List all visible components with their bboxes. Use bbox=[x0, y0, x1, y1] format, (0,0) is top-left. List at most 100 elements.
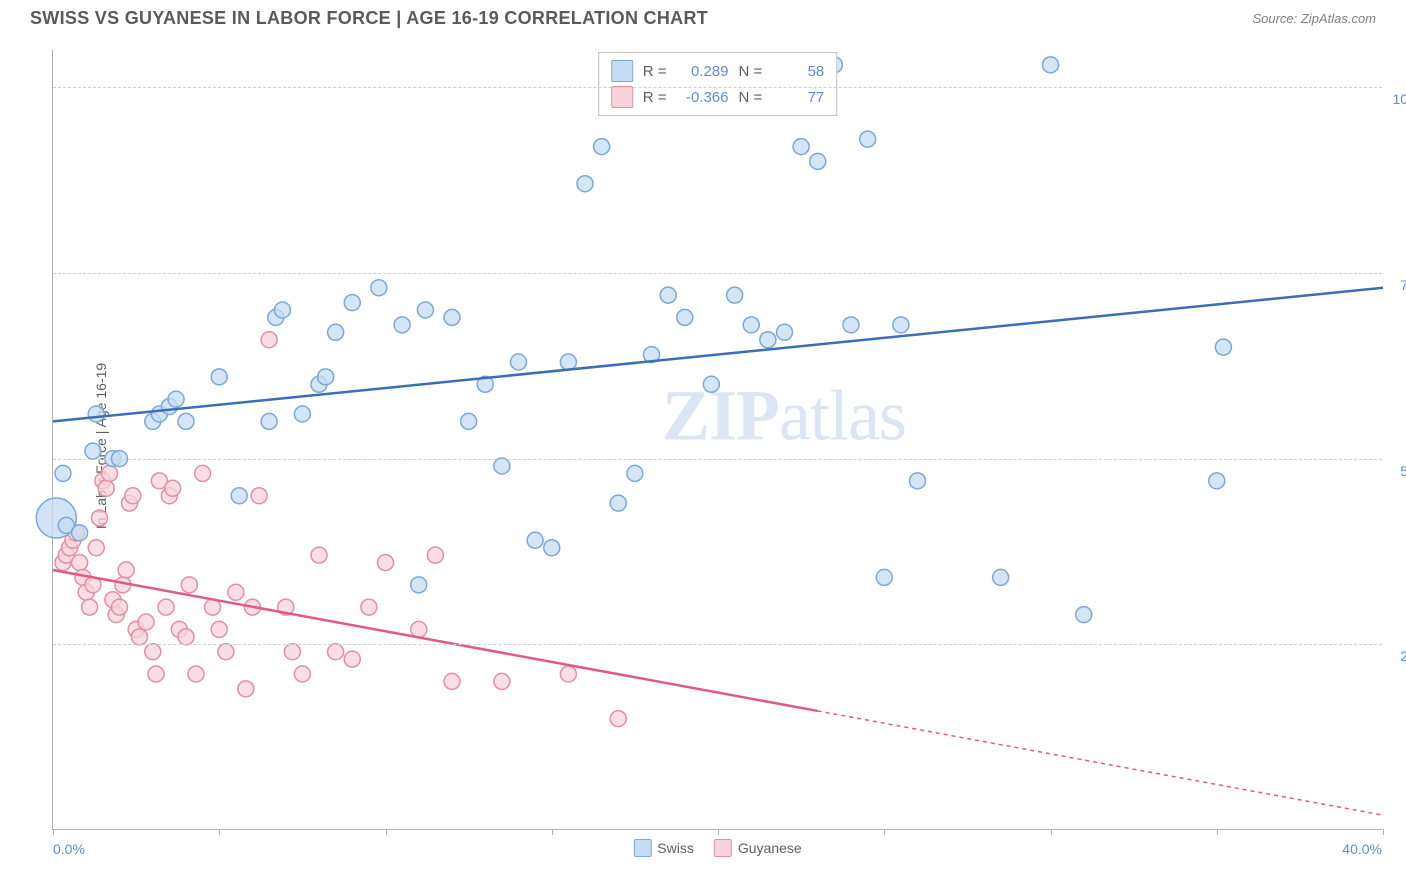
swiss-point bbox=[72, 525, 88, 541]
swiss-point bbox=[893, 317, 909, 333]
swiss-point bbox=[411, 577, 427, 593]
swiss-swatch bbox=[611, 60, 633, 82]
swiss-point bbox=[1076, 607, 1092, 623]
scatter-plot-svg bbox=[53, 50, 1382, 829]
swiss-point bbox=[743, 317, 759, 333]
guyanese-point bbox=[72, 555, 88, 571]
gridline bbox=[53, 459, 1382, 460]
guyanese-point bbox=[494, 673, 510, 689]
swiss-point bbox=[660, 287, 676, 303]
guyanese-swatch-icon bbox=[714, 839, 732, 857]
guyanese-point bbox=[411, 621, 427, 637]
guyanese-point bbox=[261, 332, 277, 348]
gridline bbox=[53, 87, 1382, 88]
swiss-n-value: 58 bbox=[772, 63, 824, 80]
swiss-point bbox=[560, 354, 576, 370]
x-tick bbox=[53, 829, 54, 835]
swiss-point bbox=[793, 139, 809, 155]
chart-title: SWISS VS GUYANESE IN LABOR FORCE | AGE 1… bbox=[30, 8, 708, 29]
x-tick bbox=[718, 829, 719, 835]
swiss-point bbox=[417, 302, 433, 318]
x-tick-label: 40.0% bbox=[1342, 841, 1382, 857]
x-tick bbox=[552, 829, 553, 835]
swiss-point bbox=[394, 317, 410, 333]
guyanese-point bbox=[92, 510, 108, 526]
swiss-trendline bbox=[53, 288, 1383, 422]
guyanese-point bbox=[427, 547, 443, 563]
legend-row-swiss: R = 0.289 N = 58 bbox=[611, 58, 825, 84]
guyanese-point bbox=[102, 465, 118, 481]
y-tick-label: 25.0% bbox=[1385, 648, 1406, 664]
swiss-point bbox=[594, 139, 610, 155]
legend-item-swiss: Swiss bbox=[633, 839, 694, 857]
guyanese-trendline-dashed bbox=[818, 711, 1383, 815]
swiss-point bbox=[810, 153, 826, 169]
swiss-point bbox=[261, 413, 277, 429]
x-tick bbox=[386, 829, 387, 835]
swiss-point bbox=[910, 473, 926, 489]
guyanese-point bbox=[228, 584, 244, 600]
x-tick bbox=[1051, 829, 1052, 835]
gridline bbox=[53, 273, 1382, 274]
swiss-point bbox=[211, 369, 227, 385]
swiss-swatch-icon bbox=[633, 839, 651, 857]
guyanese-point bbox=[328, 644, 344, 660]
swiss-point bbox=[527, 532, 543, 548]
swiss-point bbox=[677, 309, 693, 325]
swiss-point bbox=[876, 569, 892, 585]
guyanese-point bbox=[148, 666, 164, 682]
r-label: R = bbox=[643, 89, 667, 106]
swiss-point bbox=[231, 488, 247, 504]
swiss-point bbox=[461, 413, 477, 429]
x-tick bbox=[1217, 829, 1218, 835]
legend-item-guyanese: Guyanese bbox=[714, 839, 802, 857]
guyanese-point bbox=[560, 666, 576, 682]
guyanese-swatch bbox=[611, 86, 633, 108]
swiss-point bbox=[1209, 473, 1225, 489]
swiss-point bbox=[727, 287, 743, 303]
n-label: N = bbox=[739, 63, 763, 80]
y-tick-label: 75.0% bbox=[1385, 277, 1406, 293]
swiss-point bbox=[274, 302, 290, 318]
guyanese-point bbox=[238, 681, 254, 697]
guyanese-point bbox=[444, 673, 460, 689]
guyanese-point bbox=[378, 555, 394, 571]
guyanese-r-value: -0.366 bbox=[677, 89, 729, 106]
chart-plot-area: ZIPatlas R = 0.289 N = 58 R = -0.366 N =… bbox=[52, 50, 1382, 830]
guyanese-point bbox=[195, 465, 211, 481]
swiss-point bbox=[777, 324, 793, 340]
source-attribution: Source: ZipAtlas.com bbox=[1252, 11, 1376, 26]
swiss-point bbox=[328, 324, 344, 340]
guyanese-n-value: 77 bbox=[772, 89, 824, 106]
swiss-point bbox=[843, 317, 859, 333]
guyanese-point bbox=[158, 599, 174, 615]
swiss-point bbox=[544, 540, 560, 556]
guyanese-point bbox=[211, 621, 227, 637]
guyanese-point bbox=[311, 547, 327, 563]
correlation-legend: R = 0.289 N = 58 R = -0.366 N = 77 bbox=[598, 52, 838, 116]
x-tick bbox=[219, 829, 220, 835]
swiss-point bbox=[168, 391, 184, 407]
guyanese-point bbox=[88, 540, 104, 556]
r-label: R = bbox=[643, 63, 667, 80]
swiss-point bbox=[55, 465, 71, 481]
swiss-point bbox=[444, 309, 460, 325]
swiss-point bbox=[294, 406, 310, 422]
swiss-point bbox=[703, 376, 719, 392]
swiss-r-value: 0.289 bbox=[677, 63, 729, 80]
series-legend: Swiss Guyanese bbox=[633, 839, 801, 857]
guyanese-point bbox=[294, 666, 310, 682]
guyanese-point bbox=[165, 480, 181, 496]
swiss-point bbox=[627, 465, 643, 481]
y-tick-label: 50.0% bbox=[1385, 463, 1406, 479]
guyanese-point bbox=[118, 562, 134, 578]
swiss-point bbox=[178, 413, 194, 429]
swiss-point bbox=[85, 443, 101, 459]
swiss-point bbox=[1043, 57, 1059, 73]
guyanese-point bbox=[361, 599, 377, 615]
swiss-point bbox=[344, 295, 360, 311]
guyanese-trendline bbox=[53, 570, 818, 711]
x-tick bbox=[884, 829, 885, 835]
guyanese-point bbox=[218, 644, 234, 660]
swiss-point bbox=[610, 495, 626, 511]
